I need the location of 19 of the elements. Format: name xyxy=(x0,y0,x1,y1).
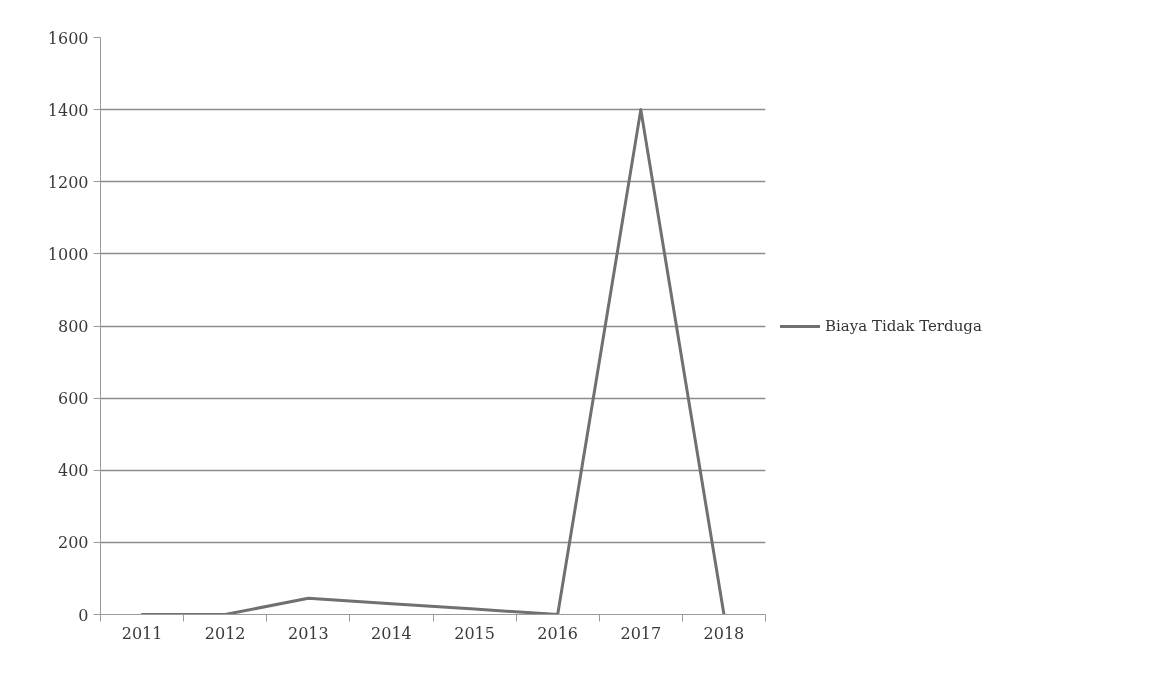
x-tick-label: 2014 xyxy=(371,623,412,643)
y-tick-label: 400 xyxy=(57,461,89,481)
y-tick-label: 800 xyxy=(57,317,89,336)
y-tick-label: 600 xyxy=(57,389,89,409)
y-tick-label: 1400 xyxy=(47,100,89,120)
x-tick-label: 2011 xyxy=(121,623,163,643)
y-tick-label: 1000 xyxy=(47,244,89,264)
y-tick-label: 1600 xyxy=(47,28,89,48)
y-tick-label: 200 xyxy=(57,533,89,553)
x-tick-label: 2012 xyxy=(204,623,246,643)
y-tick-label: 0 xyxy=(78,605,89,625)
x-tick-label: 2015 xyxy=(454,623,495,643)
x-tick-label: 2018 xyxy=(703,623,745,643)
legend-label: Biaya Tidak Terduga xyxy=(825,316,982,335)
y-tick-label: 1200 xyxy=(47,172,89,192)
x-tick-label: 2017 xyxy=(620,623,662,643)
x-tick-label: 2013 xyxy=(287,623,329,643)
line-series xyxy=(140,108,726,615)
x-tick-label: 2016 xyxy=(537,623,579,643)
